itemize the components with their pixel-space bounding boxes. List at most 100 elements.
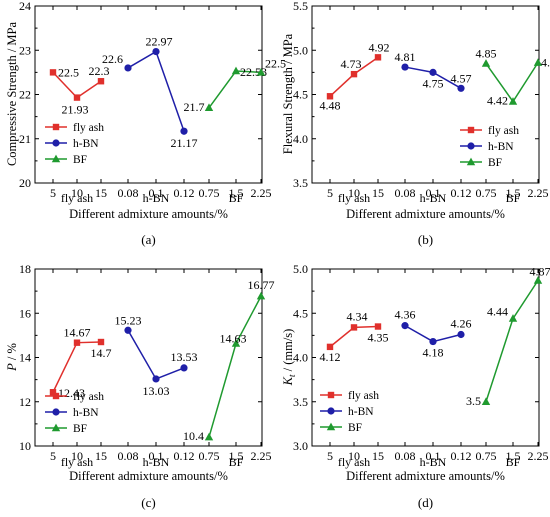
panel-label: (b) xyxy=(418,232,433,247)
legend-marker xyxy=(51,423,61,432)
y-tick-label: 3.5 xyxy=(293,176,308,190)
group-label: h-BN xyxy=(143,191,170,205)
data-point-BF xyxy=(508,314,518,322)
data-label: 14.63 xyxy=(220,332,247,346)
data-point-BF xyxy=(508,97,518,105)
data-label: 4.26 xyxy=(451,316,472,330)
data-point-h-BN xyxy=(124,64,132,72)
group-label: fly ash xyxy=(61,191,93,205)
series-line-BF xyxy=(485,280,539,402)
x-axis-label: Different admixture amounts/% xyxy=(346,207,505,221)
data-label: 22.97 xyxy=(146,35,173,49)
y-axis-label-symbol: K xyxy=(281,376,295,386)
legend-marker xyxy=(466,157,476,166)
group-label: h-BN xyxy=(420,191,447,205)
data-label: 4.81 xyxy=(395,50,416,64)
panel-label: (d) xyxy=(418,495,433,510)
x-tick-label: 5 xyxy=(50,186,56,200)
data-label: 13.03 xyxy=(143,384,170,398)
x-tick-label: 1.5 xyxy=(506,449,521,463)
x-axis-label: Different admixture amounts/% xyxy=(69,469,228,483)
x-tick-label: 2.25 xyxy=(251,186,272,200)
group-label: h-BN xyxy=(143,455,170,469)
legend: fly ash h-BN BF xyxy=(320,390,379,434)
x-tick-label: 0.08 xyxy=(395,449,416,463)
x-tick-label: 0.08 xyxy=(118,449,139,463)
data-point-BF xyxy=(533,58,543,66)
x-tick-label: 15 xyxy=(372,449,384,463)
x-tick-label: 2.25 xyxy=(528,186,549,200)
data-point-h-BN xyxy=(401,63,409,71)
legend-marker xyxy=(52,139,60,147)
data-label: 4.35 xyxy=(368,331,389,345)
group-label: fly ash xyxy=(338,191,370,205)
legend-label: fly ash xyxy=(488,125,519,137)
data-label: 14.7 xyxy=(91,346,112,360)
y-tick-label: 4.0 xyxy=(293,132,308,146)
data-point-h-BN xyxy=(180,364,188,372)
x-tick-label: 0.08 xyxy=(395,186,416,200)
data-point-BF xyxy=(204,103,214,111)
group-label: fly ash xyxy=(61,455,93,469)
data-label: 4.18 xyxy=(423,346,444,360)
legend-label: BF xyxy=(488,157,502,169)
data-point-fly-ash xyxy=(350,324,358,331)
data-point-h-BN xyxy=(457,330,465,339)
data-label: 4.48 xyxy=(320,98,341,112)
data-point-fly-ash xyxy=(374,323,382,330)
legend-label: fly ash xyxy=(348,390,379,402)
x-tick-label: 10 xyxy=(348,186,360,200)
data-label: 10.4 xyxy=(183,429,204,443)
y-tick-label: 4.5 xyxy=(293,88,308,102)
data-point-fly-ash xyxy=(326,343,334,351)
x-tick-label: 1.5 xyxy=(506,186,521,200)
data-point-fly-ash xyxy=(97,78,105,85)
y-tick-label: 4.5 xyxy=(293,306,308,320)
y-tick-label: 21 xyxy=(19,132,31,146)
x-tick-label: 0.12 xyxy=(451,449,472,463)
x-tick-label: 0.12 xyxy=(451,186,472,200)
x-tick-label: 10 xyxy=(71,186,83,200)
chart-panel-a: 20 21 22 23 24 5 10 15 0.08 0.1 0.12 0.75 1.5 2.25 fly… xyxy=(5,0,286,247)
x-axis-label: Different admixture amounts/% xyxy=(346,469,505,483)
data-label: 4.87 xyxy=(530,265,550,279)
legend-marker xyxy=(467,126,475,134)
data-point-fly-ash xyxy=(73,339,81,346)
group-label: BF xyxy=(229,455,244,469)
data-point-BF xyxy=(231,339,241,347)
data-point-BF xyxy=(231,66,241,75)
data-point-BF xyxy=(204,432,214,441)
legend-marker xyxy=(51,154,61,163)
y-tick-label: 10 xyxy=(19,439,31,453)
data-label: 4.86 xyxy=(541,56,550,70)
y-tick-label: 5.0 xyxy=(293,262,308,276)
y-tick-label: 3.0 xyxy=(293,439,308,453)
group-label: BF xyxy=(229,191,244,205)
y-tick-label: 18 xyxy=(19,262,31,276)
legend-marker xyxy=(327,407,335,415)
group-label: BF xyxy=(506,455,521,469)
x-tick-label: 0.12 xyxy=(174,186,195,200)
x-axis-label: Different admixture amounts/% xyxy=(69,207,228,221)
x-tick-label: 10 xyxy=(71,449,83,463)
data-label: 4.73 xyxy=(341,57,362,71)
legend-label: BF xyxy=(73,154,87,166)
x-tick-label: 0.75 xyxy=(199,186,220,200)
data-label: 14.67 xyxy=(64,326,91,340)
data-label: 21.17 xyxy=(171,136,198,150)
y-tick-label: 5.5 xyxy=(293,0,308,13)
data-point-fly-ash xyxy=(326,93,334,100)
data-label: 4.42 xyxy=(487,94,508,108)
chart-panel-d: 3.0 3.5 4.0 4.5 5.0 5 10 15 0.08 0.1 0.12 0.75 1.5 2.… xyxy=(281,262,550,510)
chart-panel-c: 10 12 14 16 18 5 10 15 0.08 0.1 0.12 0.75 1.5 2.25 fly… xyxy=(5,262,275,510)
data-point-h-BN xyxy=(457,84,465,92)
data-point-fly-ash xyxy=(49,389,57,396)
data-label: 16.77 xyxy=(248,278,275,292)
group-label: h-BN xyxy=(420,455,447,469)
legend-marker xyxy=(52,123,60,131)
data-point-BF xyxy=(481,397,491,405)
series-line-h-BN xyxy=(127,50,185,132)
data-point-h-BN xyxy=(124,326,132,334)
y-tick-label: 12 xyxy=(19,395,31,409)
x-tick-label: 15 xyxy=(95,449,107,463)
